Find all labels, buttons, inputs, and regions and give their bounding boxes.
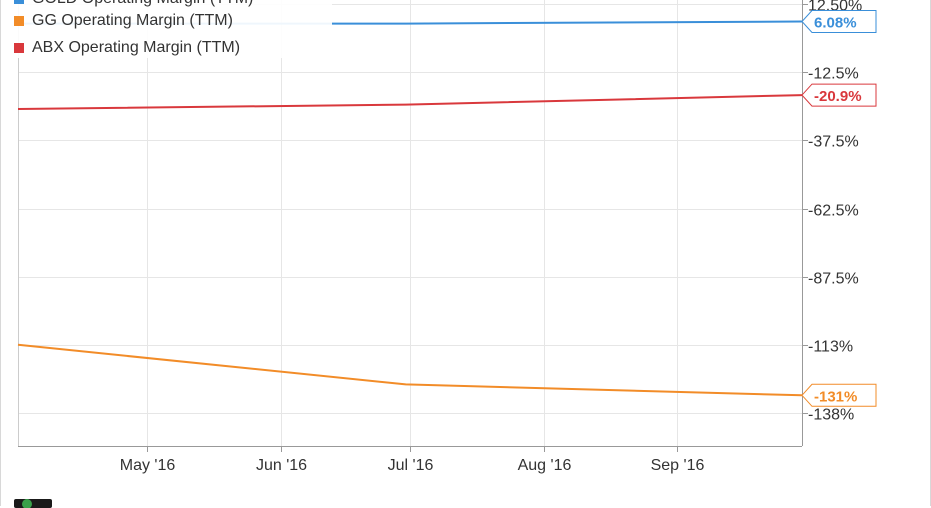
end-value-callout-2: -20.9% [801,83,877,107]
legend-item-gg: GG Operating Margin (TTM) [14,10,233,32]
y-tick-label: -87.5% [808,271,859,288]
series-line-1 [17,343,803,397]
x-tick-label: Jun '16 [256,457,307,474]
y-tick-label: -37.5% [808,134,859,151]
legend-swatch-gold [14,0,24,4]
legend-swatch-gg [14,16,24,26]
legend: GOLD Operating Margin (TTM) GG Operating… [14,0,332,58]
y-tick-label: -62.5% [808,203,859,220]
y-tick-label: -113% [808,339,853,356]
x-tick-label: Aug '16 [518,457,572,474]
ycharts-logo-icon [14,499,52,508]
x-tick-label: Jul '16 [388,457,434,474]
end-value-box [801,10,877,34]
y-tick-label: -12.5% [808,66,859,83]
end-value-callout-0: 6.08% [801,10,877,34]
end-value-box [801,383,877,407]
legend-label-gg: GG Operating Margin (TTM) [32,12,233,29]
legend-label-abx: ABX Operating Margin (TTM) [32,39,241,56]
legend-swatch-abx [14,43,24,53]
legend-item-gold: GOLD Operating Margin (TTM) [14,0,253,10]
end-value-label: 6.08% [814,15,857,32]
legend-label-gold: GOLD Operating Margin (TTM) [32,0,253,8]
end-value-box [801,83,877,107]
end-value-label: -131% [814,388,857,405]
legend-item-abx: ABX Operating Margin (TTM) [14,37,240,59]
x-tick-label: Sep '16 [651,457,705,474]
end-value-callout-1: -131% [801,383,877,407]
x-tick-label: May '16 [120,457,176,474]
y-tick-label: -138% [808,407,854,424]
end-value-label: -20.9% [814,88,862,105]
series-line-2 [17,94,803,110]
